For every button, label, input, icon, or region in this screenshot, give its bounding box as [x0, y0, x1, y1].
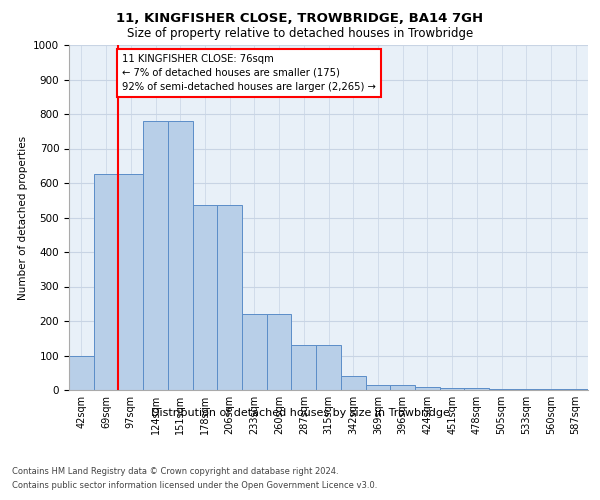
Text: 11 KINGFISHER CLOSE: 76sqm
← 7% of detached houses are smaller (175)
92% of semi: 11 KINGFISHER CLOSE: 76sqm ← 7% of detac…	[122, 54, 376, 92]
Bar	[440, 388, 464, 390]
Bar	[415, 386, 440, 390]
Bar	[365, 385, 390, 390]
Bar	[464, 388, 489, 390]
Bar	[316, 345, 341, 390]
Text: Contains HM Land Registry data © Crown copyright and database right 2024.: Contains HM Land Registry data © Crown c…	[12, 468, 338, 476]
Bar	[341, 376, 365, 390]
Text: Size of property relative to detached houses in Trowbridge: Size of property relative to detached ho…	[127, 28, 473, 40]
Bar	[217, 206, 242, 390]
Bar	[168, 121, 193, 390]
Bar	[69, 356, 94, 390]
Text: Distribution of detached houses by size in Trowbridge: Distribution of detached houses by size …	[151, 408, 449, 418]
Y-axis label: Number of detached properties: Number of detached properties	[17, 136, 28, 300]
Bar	[292, 345, 316, 390]
Text: 11, KINGFISHER CLOSE, TROWBRIDGE, BA14 7GH: 11, KINGFISHER CLOSE, TROWBRIDGE, BA14 7…	[116, 12, 484, 26]
Bar	[118, 174, 143, 390]
Text: Contains public sector information licensed under the Open Government Licence v3: Contains public sector information licen…	[12, 481, 377, 490]
Bar	[390, 385, 415, 390]
Bar	[193, 206, 217, 390]
Bar	[143, 121, 168, 390]
Bar	[94, 174, 118, 390]
Bar	[267, 314, 292, 390]
Bar	[242, 314, 267, 390]
